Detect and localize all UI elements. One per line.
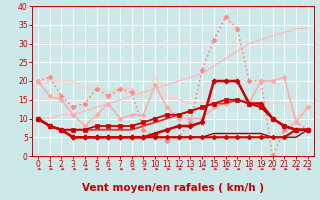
X-axis label: Vent moyen/en rafales ( km/h ): Vent moyen/en rafales ( km/h ) bbox=[82, 183, 264, 193]
